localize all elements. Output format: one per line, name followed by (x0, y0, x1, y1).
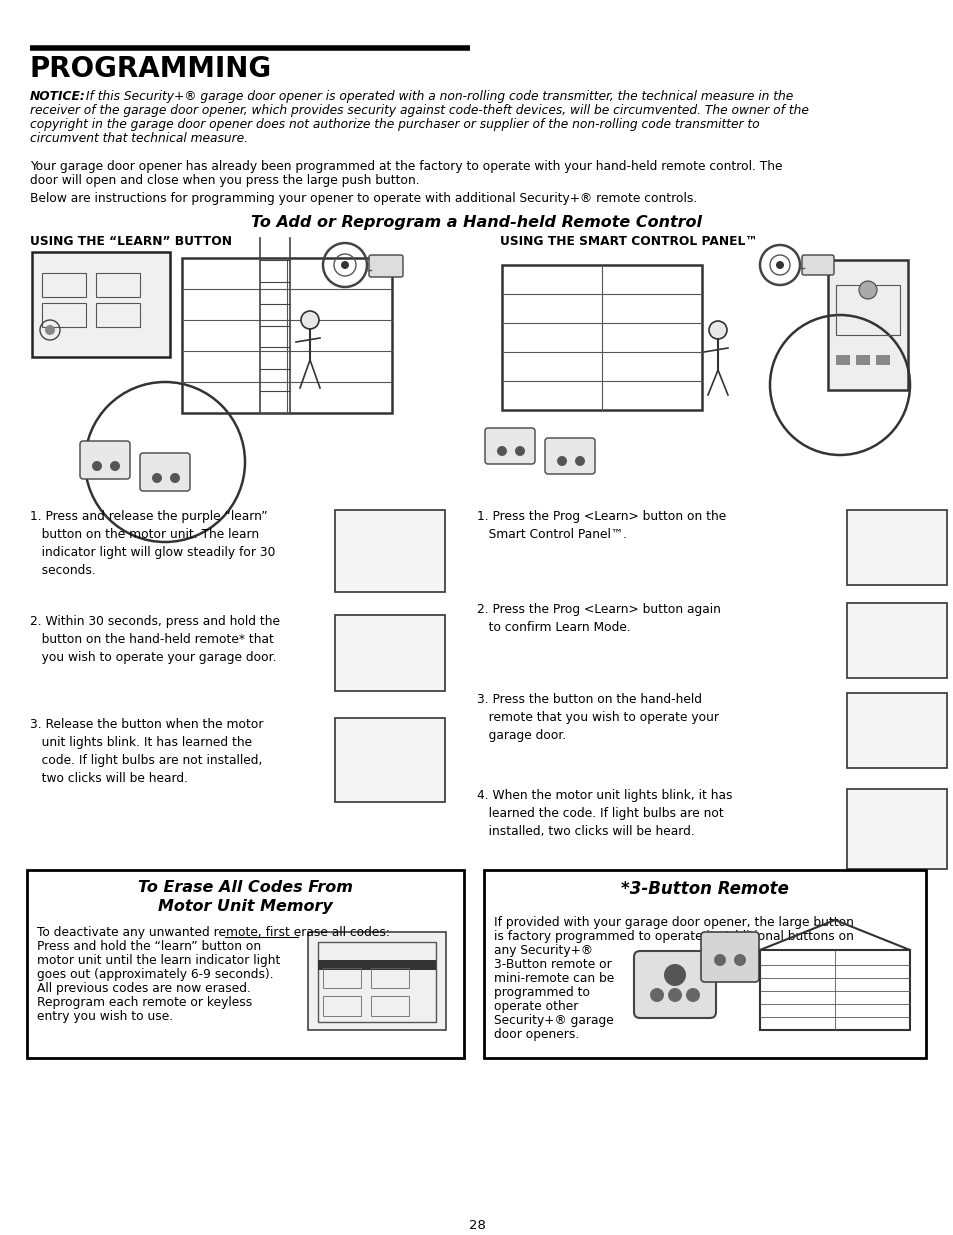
Bar (96, 273, 140, 296)
Bar (323, 968, 360, 988)
Circle shape (733, 953, 745, 966)
Bar (335, 615, 444, 692)
Bar (501, 266, 701, 410)
Circle shape (557, 456, 566, 466)
Text: Press and hold the “learn” button on: Press and hold the “learn” button on (37, 940, 261, 953)
Circle shape (649, 988, 663, 1002)
Circle shape (713, 953, 725, 966)
Text: 1. Press and release the purple “learn”
   button on the motor unit. The learn
 : 1. Press and release the purple “learn” … (30, 510, 275, 577)
Bar (835, 354, 849, 366)
Text: If this Security+® garage door opener is operated with a non-rolling code transm: If this Security+® garage door opener is… (82, 90, 792, 103)
Text: operate other: operate other (494, 1000, 578, 1013)
FancyBboxPatch shape (544, 438, 595, 474)
Bar (371, 995, 409, 1016)
FancyBboxPatch shape (700, 932, 759, 982)
Text: mini-remote can be: mini-remote can be (494, 972, 614, 986)
Text: Security+® garage: Security+® garage (494, 1014, 613, 1028)
Text: motor unit until the learn indicator light: motor unit until the learn indicator lig… (37, 953, 280, 967)
Circle shape (515, 446, 524, 456)
Bar (855, 354, 869, 366)
Text: 3. Release the button when the motor
   unit lights blink. It has learned the
  : 3. Release the button when the motor uni… (30, 718, 263, 785)
Bar (846, 603, 946, 678)
Text: To Erase All Codes From
Motor Unit Memory: To Erase All Codes From Motor Unit Memor… (137, 881, 352, 914)
Text: is factory programmed to operate it. Additional buttons on: is factory programmed to operate it. Add… (494, 930, 853, 944)
Bar (846, 693, 946, 768)
Text: any Security+®: any Security+® (494, 944, 593, 957)
Text: Your garage door opener has already been programmed at the factory to operate wi: Your garage door opener has already been… (30, 161, 781, 173)
Text: 2. Press the Prog <Learn> button again
   to confirm Learn Mode.: 2. Press the Prog <Learn> button again t… (476, 603, 720, 634)
Circle shape (685, 988, 700, 1002)
FancyBboxPatch shape (369, 254, 402, 277)
Text: 3-Button remote or: 3-Button remote or (494, 958, 611, 971)
Bar (42, 303, 86, 327)
Circle shape (575, 456, 584, 466)
Text: goes out (approximately 6-9 seconds).: goes out (approximately 6-9 seconds). (37, 968, 274, 981)
Bar (335, 718, 444, 802)
Text: *3-Button Remote: *3-Button Remote (620, 881, 788, 898)
Text: Below are instructions for programming your opener to operate with additional Se: Below are instructions for programming y… (30, 191, 697, 205)
Circle shape (667, 988, 681, 1002)
Text: programmed to: programmed to (494, 986, 589, 999)
Text: circumvent that technical measure.: circumvent that technical measure. (30, 132, 248, 144)
Text: USING THE SMART CONTROL PANEL™: USING THE SMART CONTROL PANEL™ (499, 235, 757, 248)
Text: entry you wish to use.: entry you wish to use. (37, 1010, 172, 1023)
Text: 1. Press the Prog <Learn> button on the
   Smart Control Panel™.: 1. Press the Prog <Learn> button on the … (476, 510, 725, 541)
Text: door openers.: door openers. (494, 1028, 578, 1041)
Circle shape (170, 473, 180, 483)
FancyBboxPatch shape (140, 453, 190, 492)
Bar (846, 510, 946, 585)
Bar (317, 942, 436, 1023)
Circle shape (775, 261, 783, 269)
FancyBboxPatch shape (484, 429, 535, 464)
Bar (835, 285, 899, 335)
Text: Reprogram each remote or keyless: Reprogram each remote or keyless (37, 995, 252, 1009)
Text: door will open and close when you press the large push button.: door will open and close when you press … (30, 174, 419, 186)
Text: 3. Press the button on the hand-held
   remote that you wish to operate your
   : 3. Press the button on the hand-held rem… (476, 693, 719, 742)
Circle shape (340, 261, 349, 269)
FancyBboxPatch shape (801, 254, 833, 275)
Bar (827, 261, 907, 390)
Bar (371, 968, 409, 988)
Circle shape (497, 446, 506, 456)
Circle shape (91, 461, 102, 471)
Text: receiver of the garage door opener, which provides security against code-theft d: receiver of the garage door opener, whic… (30, 104, 808, 117)
FancyBboxPatch shape (80, 441, 130, 479)
Text: To deactivate any unwanted remote, first erase all codes:: To deactivate any unwanted remote, first… (37, 926, 390, 939)
Bar (875, 354, 889, 366)
Bar (760, 950, 909, 1030)
Text: All previous codes are now erased.: All previous codes are now erased. (37, 982, 251, 995)
Text: If provided with your garage door opener, the large button: If provided with your garage door opener… (494, 916, 853, 929)
Text: USING THE “LEARN” BUTTON: USING THE “LEARN” BUTTON (30, 235, 232, 248)
Circle shape (858, 282, 876, 299)
Circle shape (301, 311, 318, 329)
Bar (846, 789, 946, 869)
Bar (96, 303, 140, 327)
Text: 28: 28 (468, 1219, 485, 1233)
Text: copyright in the garage door opener does not authorize the purchaser or supplier: copyright in the garage door opener does… (30, 119, 759, 131)
Bar (483, 869, 925, 1058)
Text: 4. When the motor unit lights blink, it has
   learned the code. If light bulbs : 4. When the motor unit lights blink, it … (476, 789, 732, 839)
Text: PROGRAMMING: PROGRAMMING (30, 56, 272, 83)
Circle shape (110, 461, 120, 471)
Bar (182, 258, 392, 412)
Bar (32, 252, 170, 357)
Text: NOTICE:: NOTICE: (30, 90, 86, 103)
Circle shape (152, 473, 162, 483)
Bar (317, 960, 436, 969)
Text: 2. Within 30 seconds, press and hold the
   button on the hand-held remote* that: 2. Within 30 seconds, press and hold the… (30, 615, 280, 664)
Bar (308, 932, 446, 1030)
Bar (335, 510, 444, 592)
Circle shape (45, 325, 55, 335)
FancyBboxPatch shape (634, 951, 716, 1018)
Bar (27, 869, 463, 1058)
Circle shape (663, 965, 685, 986)
Bar (323, 995, 360, 1016)
Circle shape (708, 321, 726, 338)
Bar (42, 273, 86, 296)
Text: To Add or Reprogram a Hand-held Remote Control: To Add or Reprogram a Hand-held Remote C… (252, 215, 701, 230)
